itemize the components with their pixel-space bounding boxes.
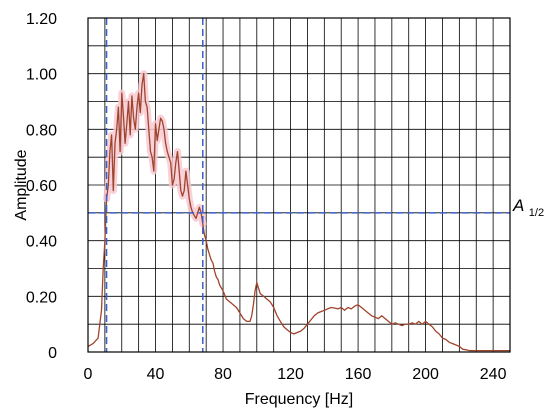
- x-tick-labels: 0 40 80 120 160 200 240: [84, 366, 507, 383]
- half-amplitude-label: A 1/2: [512, 196, 544, 219]
- x-tick-label: 120: [277, 366, 304, 383]
- chart-series-layer: [87, 73, 510, 352]
- x-tick-label: 0: [84, 366, 93, 383]
- x-axis-title: Frequency [Hz]: [245, 391, 353, 408]
- y-tick-label: 0.80: [26, 122, 57, 139]
- x-tick-label: 160: [345, 366, 372, 383]
- y-tick-label: 0.20: [26, 289, 57, 306]
- y-tick-label: 0.60: [26, 178, 57, 195]
- chart-gridlines: [88, 18, 510, 352]
- y-axis-title: Amplitude: [13, 149, 30, 220]
- y-tick-label: 1.00: [26, 67, 57, 84]
- half-amplitude-label-sub: 1/2: [529, 207, 544, 219]
- half-amplitude-label-main: A: [512, 196, 524, 215]
- chart-guides-layer: [88, 18, 510, 352]
- y-tick-label: 1.20: [26, 11, 57, 28]
- x-tick-label: 240: [480, 366, 507, 383]
- y-tick-labels: 0 0.20 0.40 0.60 0.80 1.00 1.20: [26, 11, 57, 362]
- x-tick-label: 200: [412, 366, 439, 383]
- x-tick-label: 80: [214, 366, 232, 383]
- y-tick-label: 0: [48, 345, 57, 362]
- y-tick-label: 0.40: [26, 234, 57, 251]
- spectrum-line: [87, 73, 510, 352]
- plot-frame: [87, 17, 511, 353]
- x-tick-label: 40: [147, 366, 165, 383]
